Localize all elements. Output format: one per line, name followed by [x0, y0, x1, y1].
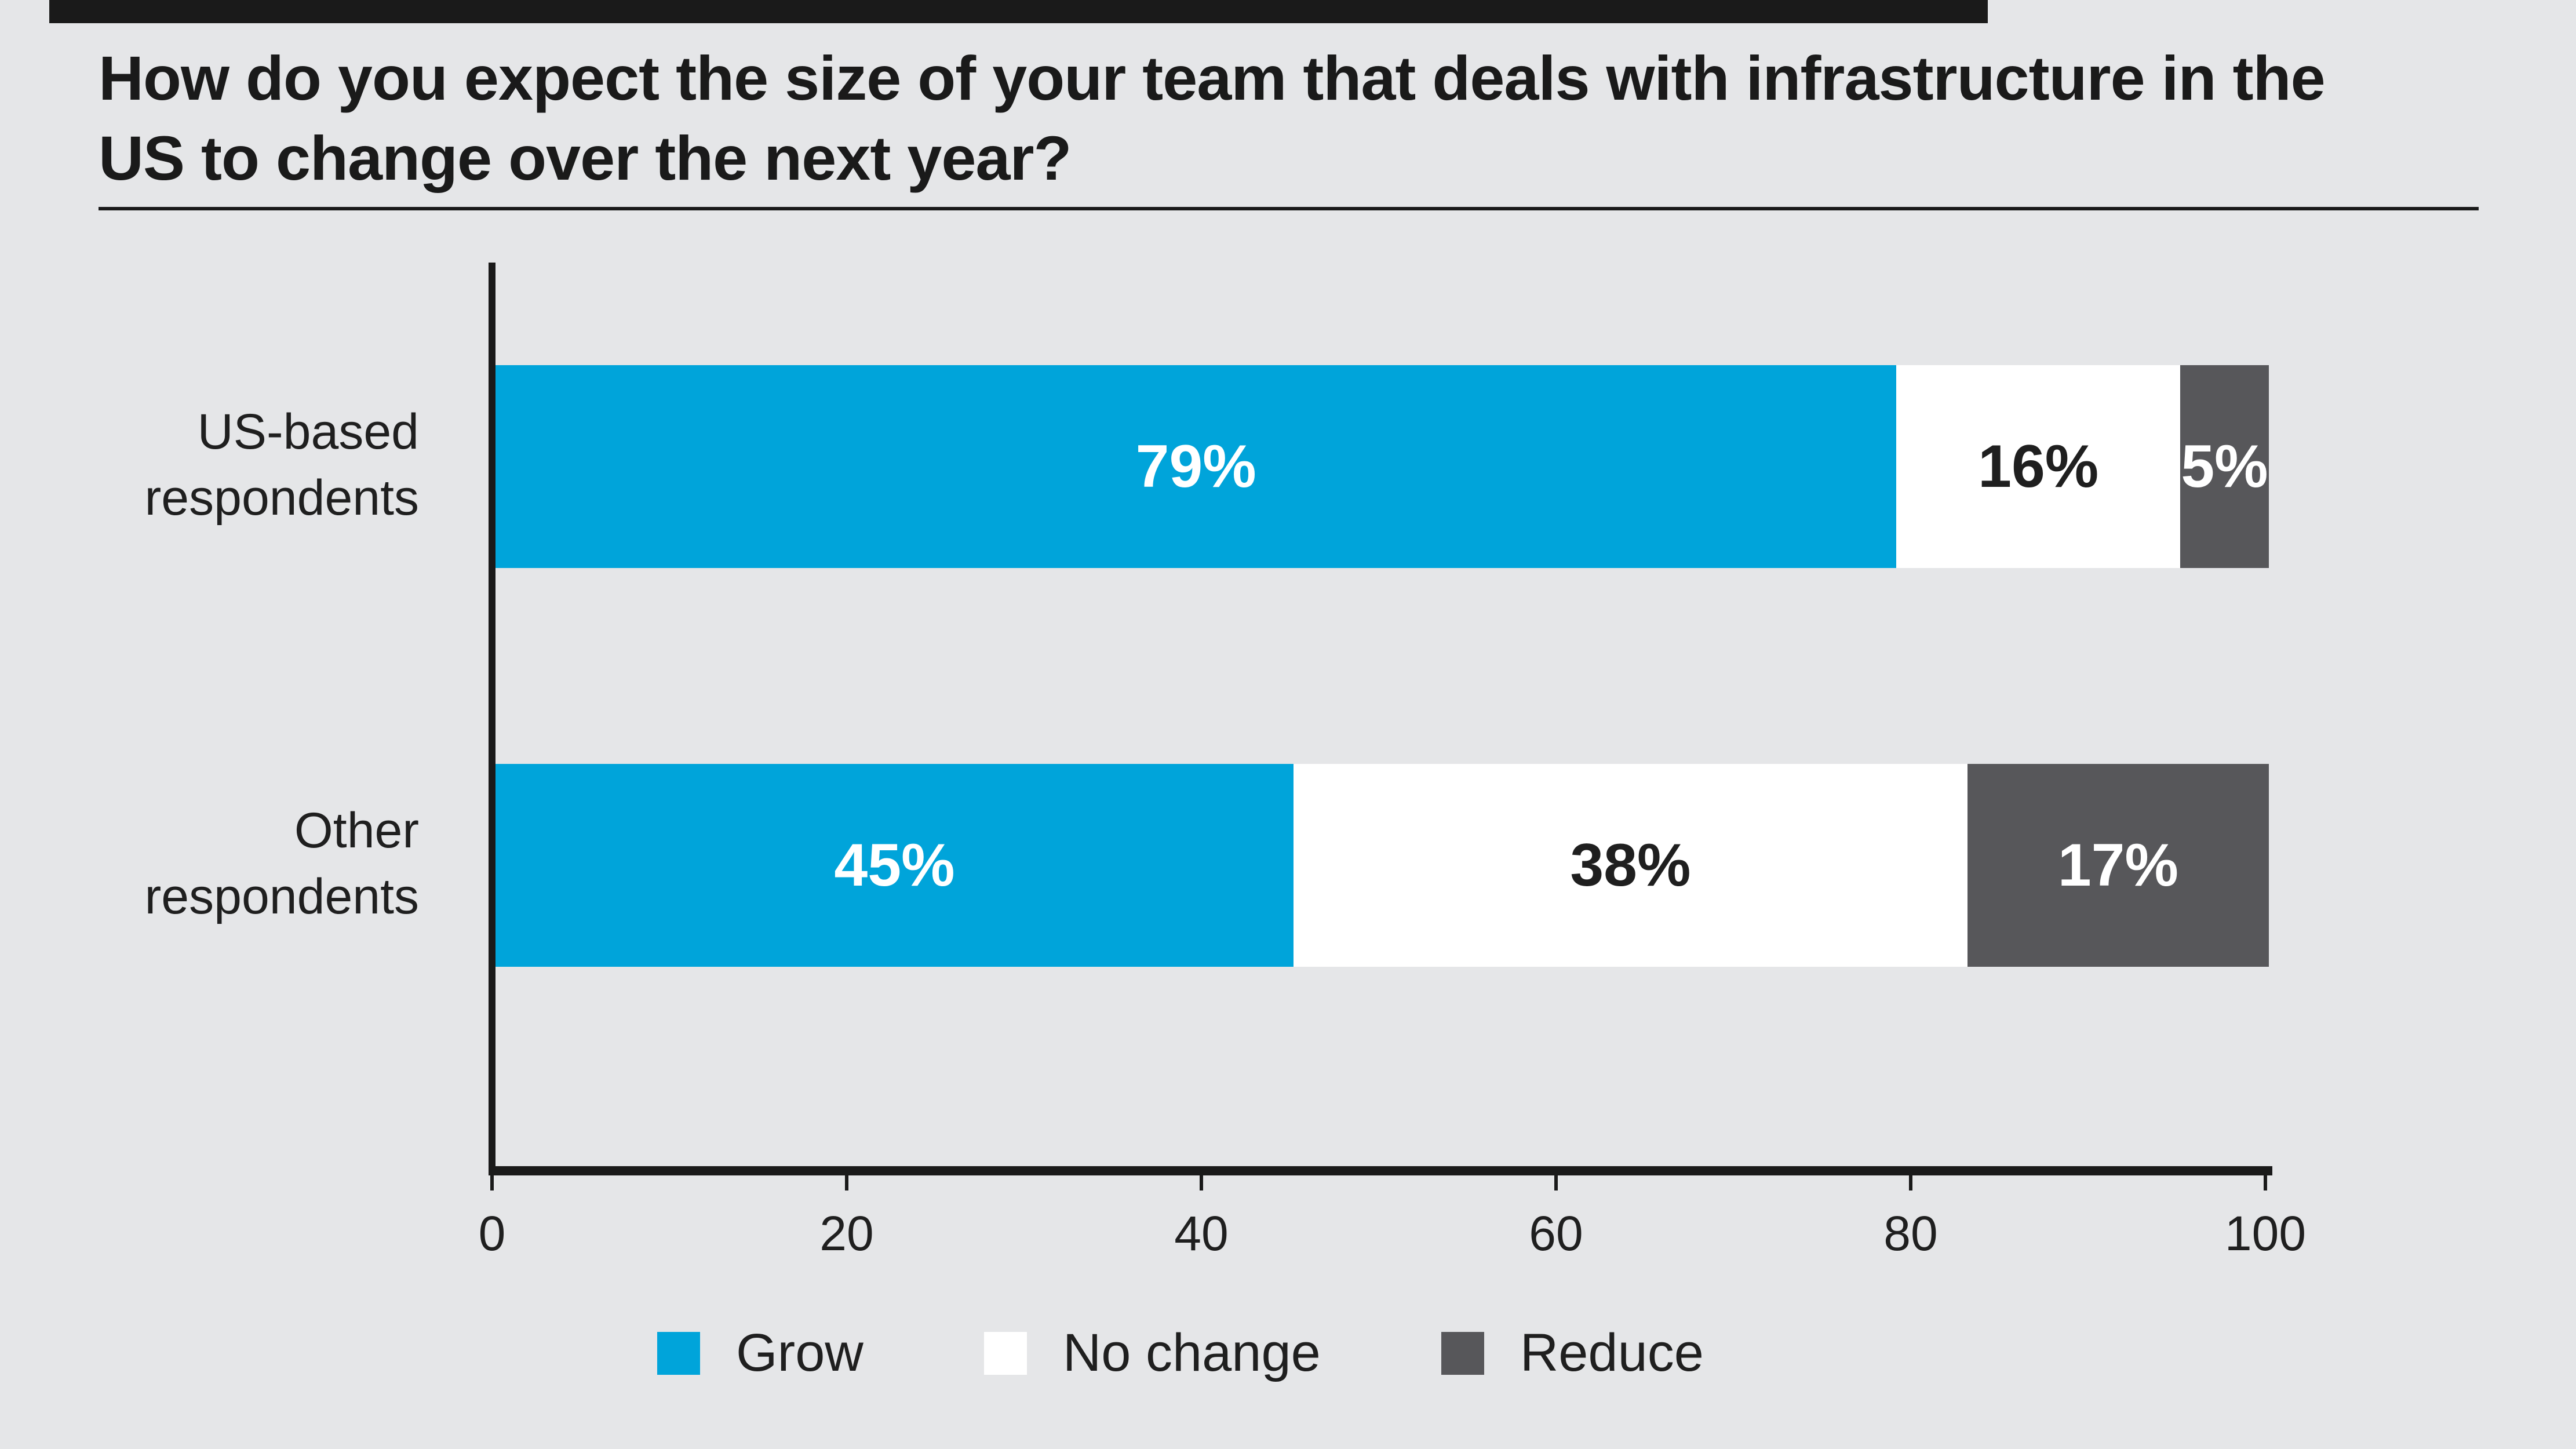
no-change-legend-swatch — [983, 1331, 1027, 1375]
bar-other-reduce-segment: 17% — [1967, 764, 2269, 967]
bar-us-based-grow-segment: 79% — [495, 365, 1897, 568]
bar-us-based-reduce-segment: 5% — [2180, 365, 2269, 568]
bar-other-grow-segment: 45% — [495, 764, 1294, 967]
category-label-other: Other respondents — [144, 803, 419, 924]
title-divider — [99, 207, 2479, 210]
chart-title: How do you expect the size of your team … — [99, 38, 2480, 198]
chart-title-line2: US to change over the next year? — [99, 123, 1072, 193]
top-accent-bar — [49, 0, 1988, 23]
legend-item-grow: Grow — [657, 1323, 863, 1384]
reduce-legend-swatch — [1441, 1331, 1484, 1375]
x-axis-tick-0 — [490, 1175, 494, 1190]
x-axis-tick-label-20: 20 — [819, 1206, 874, 1261]
legend-item-reduce: Reduce — [1441, 1323, 1704, 1384]
x-axis-tick-20 — [845, 1175, 848, 1190]
bar-us-based-no-change-segment: 16% — [1896, 365, 2180, 568]
x-axis-tick-label-100: 100 — [2224, 1206, 2307, 1261]
category-label-us-based: US-based respondents — [144, 404, 419, 526]
bar-other-no-change-segment: 38% — [1294, 764, 1967, 967]
x-axis-tick-60 — [1554, 1175, 1558, 1190]
x-axis-line — [489, 1166, 2272, 1175]
x-axis-tick-label-0: 0 — [478, 1206, 506, 1261]
chart-title-line1: How do you expect the size of your team … — [99, 43, 2326, 113]
y-axis-line — [489, 263, 495, 1175]
x-axis-tick-label-60: 60 — [1529, 1206, 1583, 1261]
legend-item-no-change: No change — [983, 1323, 1321, 1384]
no-change-legend-label: No change — [1062, 1323, 1321, 1382]
x-axis-tick-80 — [1909, 1175, 1912, 1190]
x-axis-tick-label-80: 80 — [1883, 1206, 1938, 1261]
x-axis-tick-label-40: 40 — [1174, 1206, 1229, 1261]
grow-legend-swatch — [657, 1331, 700, 1375]
reduce-legend-label: Reduce — [1520, 1323, 1704, 1382]
bar-other: 45% 38% 17% — [495, 764, 2269, 967]
grow-legend-label: Grow — [736, 1323, 863, 1382]
bar-us-based: 79% 16% 5% — [495, 365, 2269, 568]
legend: Grow No change Reduce — [657, 1323, 1704, 1384]
x-axis-tick-40 — [1200, 1175, 1203, 1190]
x-axis-tick-100 — [2264, 1175, 2267, 1190]
